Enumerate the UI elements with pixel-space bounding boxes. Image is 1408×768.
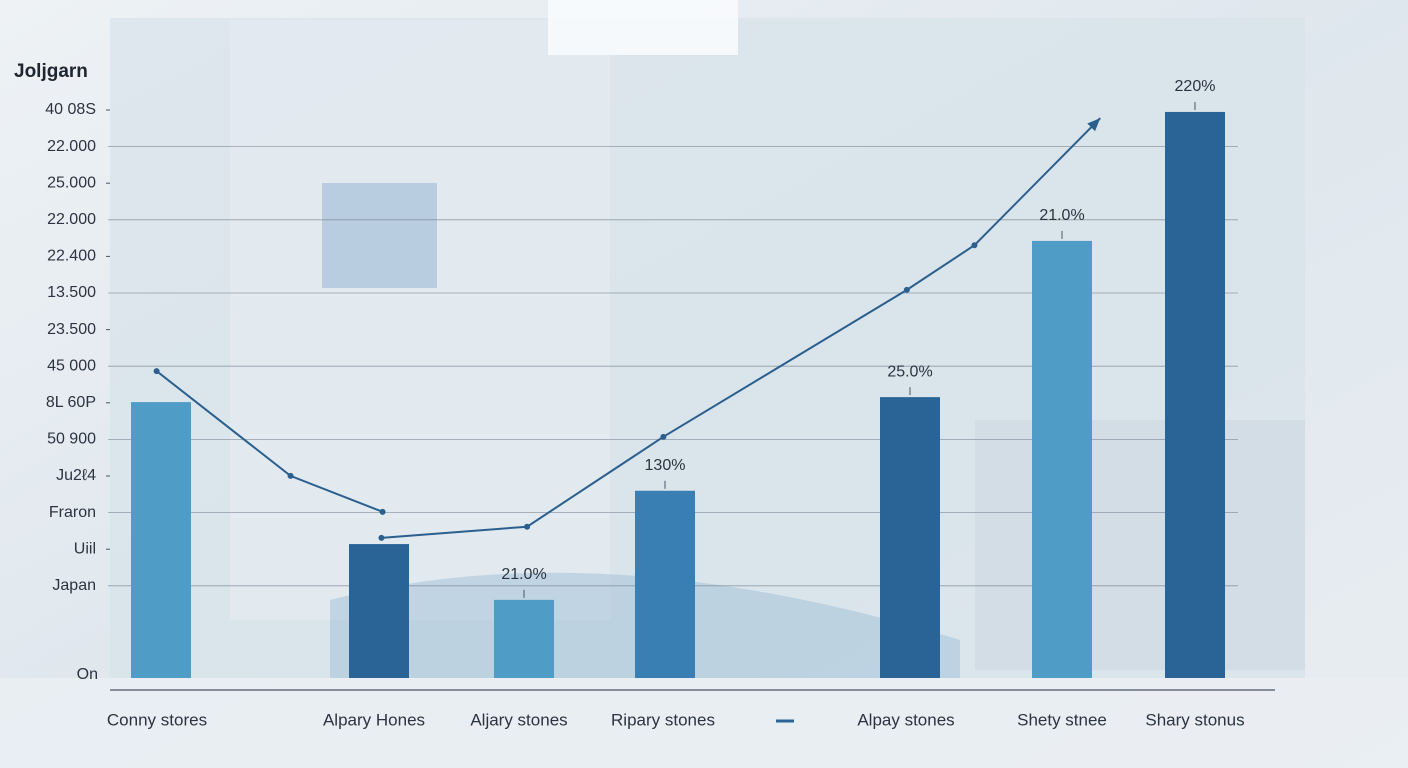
y-axis-label: 13.500 — [47, 284, 96, 301]
trend-point — [903, 286, 910, 293]
y-axis-label: 8L 60P — [46, 394, 96, 411]
y-axis-label: Ju2ℓ4 — [56, 467, 96, 484]
trend-arrowhead — [1087, 118, 1101, 132]
x-tick-label: Alpary Hones — [323, 710, 425, 729]
y-axis-label: 22.000 — [47, 138, 96, 155]
bar — [1165, 111, 1225, 678]
trend-point — [524, 523, 531, 530]
y-axis-label: 25.000 — [47, 174, 96, 191]
x-tick-label: Aljary stones — [470, 710, 567, 729]
y-axis-label: Japan — [52, 577, 96, 594]
photo-light — [548, 0, 738, 55]
trend-point — [660, 433, 667, 440]
trend-line — [381, 117, 1101, 539]
trend-point — [287, 472, 294, 479]
trend-point — [379, 508, 386, 515]
bar — [349, 544, 409, 678]
bar — [635, 490, 695, 678]
photo-cabinet — [975, 420, 1305, 670]
bar-annotation: 220% — [1175, 78, 1216, 95]
x-tick-label: Shety stnee — [1017, 710, 1107, 729]
y-axis-label: 22.400 — [47, 248, 96, 265]
bar-annotation: 21.0% — [501, 566, 546, 583]
y-axis-label: 23.500 — [47, 321, 96, 338]
photo-monitor — [322, 183, 437, 288]
footer-band — [0, 678, 1408, 768]
y-axis-label: Fraron — [49, 504, 96, 521]
bar-annotation: 25.0% — [887, 363, 932, 380]
trend-point — [378, 534, 385, 541]
bar — [1032, 240, 1092, 678]
bar — [131, 402, 191, 678]
trend-point — [153, 368, 160, 375]
x-tick-label: Shary stonus — [1145, 710, 1244, 729]
y-axis-label: 40 08S — [45, 101, 96, 118]
y-axis-label: On — [77, 666, 98, 683]
bar-annotation: 130% — [645, 457, 686, 474]
y-axis-label: 22.000 — [47, 211, 96, 228]
y-axis-label: 50 900 — [47, 431, 96, 448]
x-tick-label: Ripary stones — [611, 710, 715, 729]
y-axis-label: Uiil — [74, 540, 96, 557]
bar — [494, 599, 554, 678]
trend-point — [971, 242, 978, 249]
bar-annotation: 21.0% — [1039, 207, 1084, 224]
bar — [880, 397, 940, 678]
y-axis-title: Joljgarn — [14, 61, 88, 82]
photo-wall — [230, 20, 610, 620]
y-axis-label: 45 000 — [47, 357, 96, 374]
x-tick-label: Alpay stones — [857, 710, 954, 729]
x-tick-label: Conny stores — [107, 710, 207, 729]
